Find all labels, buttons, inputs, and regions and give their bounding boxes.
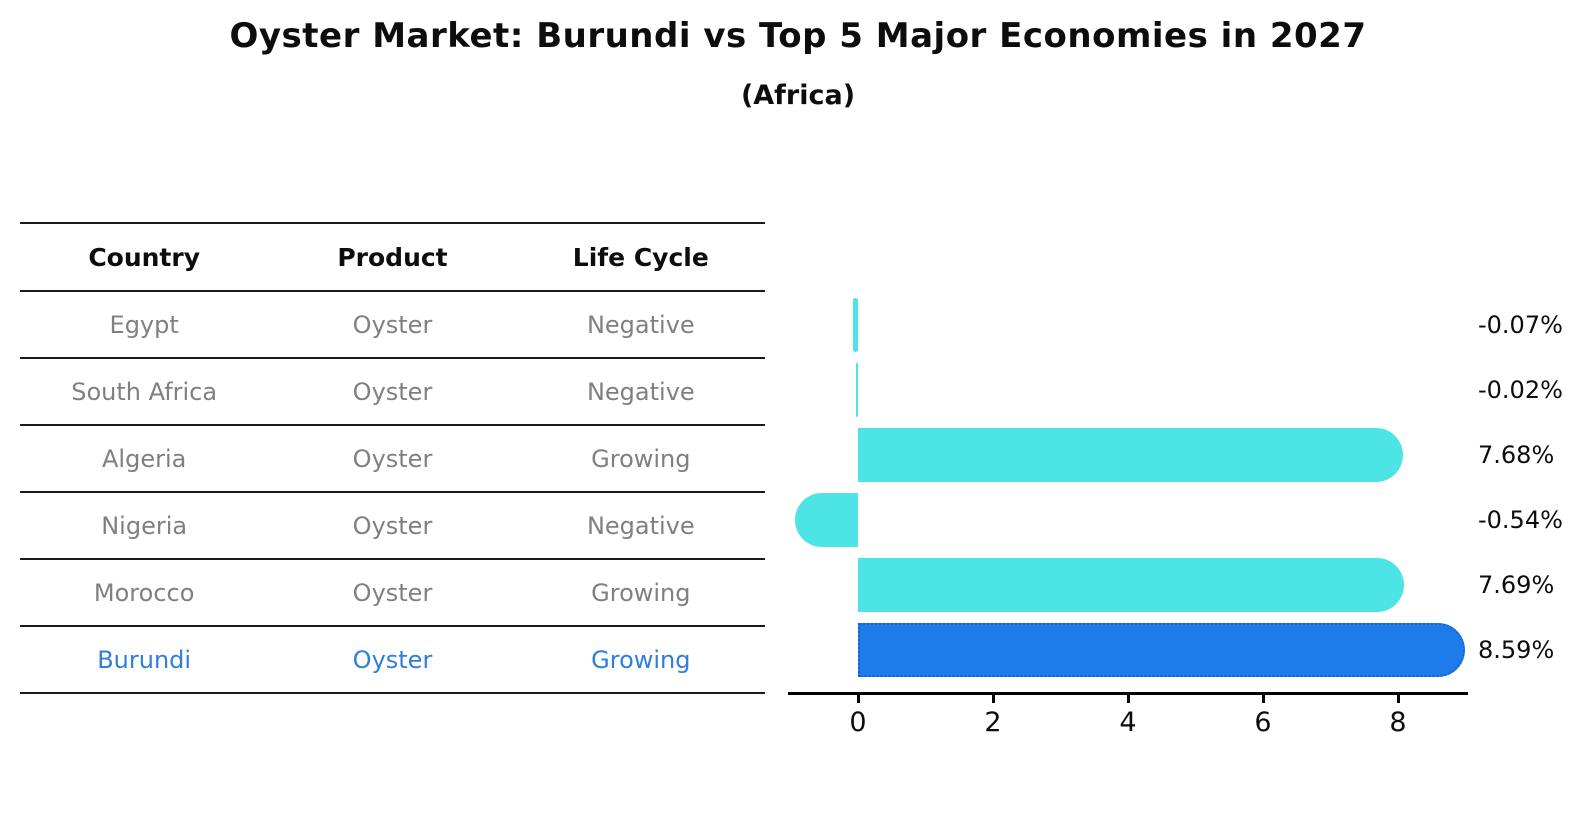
x-axis-tick-label: 8: [1389, 707, 1407, 738]
table-row: Morocco Oyster Growing: [20, 560, 765, 627]
bar-algeria: [858, 428, 1404, 482]
table-header-row: Country Product Life Cycle: [20, 224, 765, 292]
country-cell: South Africa: [71, 377, 218, 406]
product-cell: Oyster: [352, 310, 433, 339]
bar-value-label: 8.59%: [1478, 636, 1555, 664]
x-axis-tick-label: 4: [1119, 707, 1137, 738]
column-header-lifecycle: Life Cycle: [572, 242, 709, 272]
bar-egypt: [853, 298, 858, 352]
chart-title: Oyster Market: Burundi vs Top 5 Major Ec…: [229, 16, 1367, 56]
country-cell: Burundi: [97, 645, 192, 674]
product-cell: Oyster: [352, 511, 433, 540]
x-axis-tick-label: 0: [849, 707, 867, 738]
bar-nigeria: [794, 493, 858, 547]
lifecycle-cell: Negative: [586, 377, 695, 406]
column-header-product: Product: [337, 242, 448, 272]
product-cell: Oyster: [352, 645, 433, 674]
bar-south-africa: [856, 363, 858, 417]
product-cell: Oyster: [352, 444, 433, 473]
bar-value-label: 7.68%: [1478, 441, 1555, 469]
table-row: Egypt Oyster Negative: [20, 292, 765, 359]
bar-value-label: 7.69%: [1478, 571, 1555, 599]
country-cell: Egypt: [109, 310, 179, 339]
lifecycle-cell: Negative: [586, 511, 695, 540]
x-axis-tick: [1396, 693, 1400, 703]
lifecycle-cell: Growing: [591, 645, 691, 674]
lifecycle-cell: Growing: [591, 578, 691, 607]
product-cell: Oyster: [352, 377, 433, 406]
x-axis-tick: [1261, 693, 1265, 703]
country-cell: Algeria: [102, 444, 187, 473]
x-axis-tick: [856, 693, 860, 703]
table-body: Egypt Oyster Negative South Africa Oyster Neg…: [20, 292, 765, 694]
bar-value-label: -0.54%: [1478, 506, 1563, 534]
bar-value-label: -0.02%: [1478, 376, 1563, 404]
x-axis-tick-label: 2: [984, 707, 1002, 738]
table-row: South Africa Oyster Negative: [20, 359, 765, 426]
table-row: Nigeria Oyster Negative: [20, 493, 765, 560]
chart-subtitle: (Africa): [740, 80, 856, 111]
bar-burundi: [858, 623, 1465, 677]
x-axis-tick: [991, 693, 995, 703]
bar-morocco: [858, 558, 1405, 612]
product-cell: Oyster: [352, 578, 433, 607]
lifecycle-cell: Growing: [591, 444, 691, 473]
country-cell: Nigeria: [101, 511, 188, 540]
x-axis-tick: [1126, 693, 1130, 703]
table-row: Algeria Oyster Growing: [20, 426, 765, 493]
x-axis-tick-label: 6: [1254, 707, 1272, 738]
table-row: Burundi Oyster Growing: [20, 627, 765, 694]
column-header-country: Country: [88, 242, 201, 272]
lifecycle-cell: Negative: [586, 310, 695, 339]
bar-value-label: -0.07%: [1478, 311, 1563, 339]
country-cell: Morocco: [93, 578, 195, 607]
country-table: Country Product Life Cycle Egypt Oyster Ne…: [20, 222, 765, 694]
